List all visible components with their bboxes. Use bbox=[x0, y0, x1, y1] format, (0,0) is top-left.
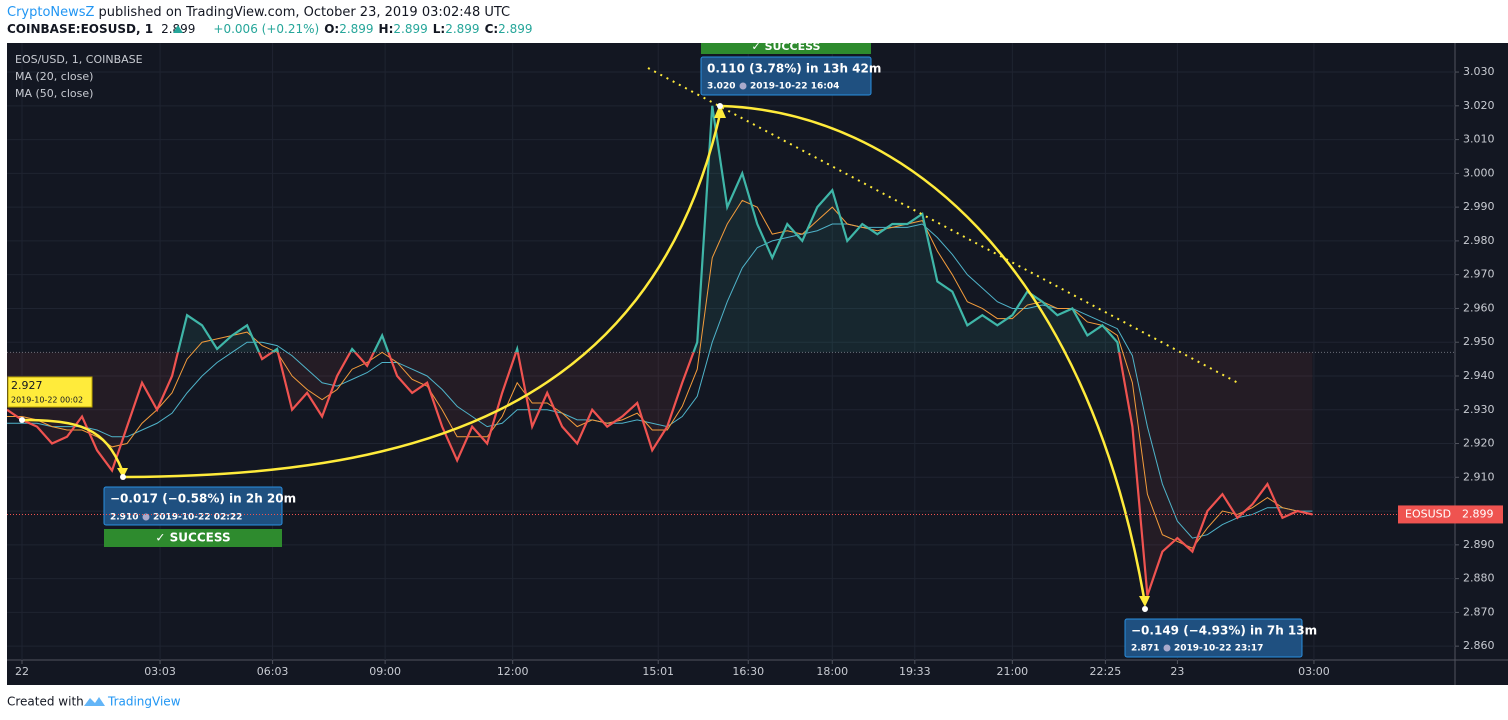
y-tick-label: 2.970 bbox=[1463, 268, 1495, 281]
y-tick-label: 2.960 bbox=[1463, 301, 1495, 314]
x-tick-label: 15:01 bbox=[642, 665, 674, 678]
annotation-change: 0.110 (3.78%) in 13h 42m bbox=[707, 62, 881, 76]
x-tick-label: 16:30 bbox=[732, 665, 764, 678]
ma-line bbox=[7, 223, 1313, 539]
ohlc-value: 2.899 bbox=[445, 22, 479, 36]
arrow-curve bbox=[21, 418, 124, 471]
clock-icon bbox=[142, 513, 150, 521]
annotation-price: 2.927 bbox=[11, 379, 43, 392]
arrow-curve bbox=[721, 104, 1146, 599]
anchor bbox=[19, 417, 25, 423]
status-box bbox=[701, 43, 871, 54]
x-tick-label: 18:00 bbox=[816, 665, 848, 678]
y-tick-label: 2.980 bbox=[1463, 234, 1495, 247]
x-tick-label: 09:00 bbox=[369, 665, 401, 678]
annotation-change: −0.149 (−4.93%) in 7h 13m bbox=[1131, 624, 1317, 638]
arrow-head bbox=[1139, 596, 1150, 607]
price-tag-name: EOSUSD bbox=[1405, 507, 1451, 520]
annotation-date: 2019-10-22 23:17 bbox=[1174, 644, 1263, 654]
ohlc-label: C: bbox=[485, 22, 499, 36]
y-tick-label: 2.860 bbox=[1463, 639, 1495, 652]
x-tick-label: 12:00 bbox=[497, 665, 529, 678]
price-tag bbox=[1398, 505, 1503, 524]
x-tick-label: 03:03 bbox=[144, 665, 176, 678]
price-line bbox=[7, 352, 1313, 596]
status: ✓ SUCCESS bbox=[752, 40, 821, 53]
published: published on TradingView.com, October 23… bbox=[98, 5, 510, 20]
legend-entry: EOS/USD, 1, COINBASE bbox=[15, 53, 143, 66]
footer-brand: TradingView bbox=[107, 695, 181, 709]
annotation-date: 2019-10-22 02:22 bbox=[153, 513, 242, 523]
anchor bbox=[120, 474, 126, 480]
symbol: COINBASE:EOSUSD, 1 bbox=[7, 22, 153, 36]
change: +0.006 (+0.21%) bbox=[213, 22, 319, 36]
drawings bbox=[21, 67, 1241, 599]
x-tick-label: 23 bbox=[1170, 665, 1184, 678]
x-tick-label: 22 bbox=[15, 665, 29, 678]
annotation-box bbox=[7, 376, 93, 408]
anchor bbox=[717, 103, 723, 109]
legend-entry: MA (50, close) bbox=[15, 87, 93, 100]
y-tick-label: 2.890 bbox=[1463, 538, 1495, 551]
x-tick-label: 03:00 bbox=[1298, 665, 1330, 678]
annotation-date: 2019-10-22 16:04 bbox=[750, 82, 839, 92]
x-tick-label: 19:33 bbox=[899, 665, 931, 678]
publisher: CryptoNewsZ bbox=[7, 5, 95, 20]
price-tag-value: 2.899 bbox=[1462, 507, 1494, 520]
status: ✓ SUCCESS bbox=[155, 531, 230, 545]
y-tick-label: 2.920 bbox=[1463, 437, 1495, 450]
y-tick-label: 3.000 bbox=[1463, 166, 1495, 179]
price-line bbox=[176, 105, 1121, 353]
clock-icon bbox=[1163, 644, 1171, 652]
legend-entry: MA (20, close) bbox=[15, 70, 93, 83]
y-tick-label: 2.940 bbox=[1463, 369, 1495, 382]
arrow-curve bbox=[123, 113, 722, 479]
area bbox=[7, 352, 1313, 596]
brand-logo bbox=[84, 697, 105, 706]
clock-icon bbox=[739, 82, 747, 90]
annotation-date: 2019-10-22 00:02 bbox=[11, 396, 83, 405]
ohlc-value: 2.899 bbox=[393, 22, 427, 36]
x-tick-label: 21:00 bbox=[996, 665, 1028, 678]
y-tick-label: 2.950 bbox=[1463, 335, 1495, 348]
arrow-head bbox=[117, 468, 128, 478]
annotation-price: 3.020 bbox=[707, 82, 735, 92]
annotation-price: 2.910 bbox=[110, 513, 138, 523]
arrow-head bbox=[714, 104, 726, 118]
y-tick-label: 2.880 bbox=[1463, 572, 1495, 585]
y-tick-label: 2.990 bbox=[1463, 200, 1495, 213]
y-tick-label: 3.010 bbox=[1463, 133, 1495, 146]
x-tick-label: 22:25 bbox=[1090, 665, 1122, 678]
y-tick-label: 3.030 bbox=[1463, 65, 1495, 78]
symbol-line: COINBASE:EOSUSD, 1 2.899 +0.006 (+0.21%) O:… bbox=[7, 22, 533, 36]
ma-line bbox=[7, 199, 1313, 549]
ohlc-value: 2.899 bbox=[339, 22, 373, 36]
ohlc-label: O: bbox=[324, 22, 339, 36]
header-line: CryptoNewsZ published on TradingView.com,… bbox=[7, 5, 510, 20]
y-tick-label: 2.910 bbox=[1463, 470, 1495, 483]
chart-background bbox=[7, 43, 1508, 685]
status-box bbox=[104, 529, 282, 547]
y-tick-label: 2.930 bbox=[1463, 403, 1495, 416]
annotation-price: 2.871 bbox=[1131, 644, 1159, 654]
ohlc-label: L: bbox=[433, 22, 445, 36]
ohlc-label: H: bbox=[379, 22, 394, 36]
anchor bbox=[1142, 606, 1148, 612]
ohlc-value: 2.899 bbox=[498, 22, 532, 36]
annotation-change: −0.017 (−0.58%) in 2h 20m bbox=[110, 492, 296, 506]
x-tick-label: 06:03 bbox=[257, 665, 289, 678]
footer-text: Created with bbox=[7, 695, 84, 709]
y-tick-label: 2.870 bbox=[1463, 605, 1495, 618]
y-tick-label: 3.020 bbox=[1463, 99, 1495, 112]
up-icon bbox=[173, 25, 183, 33]
